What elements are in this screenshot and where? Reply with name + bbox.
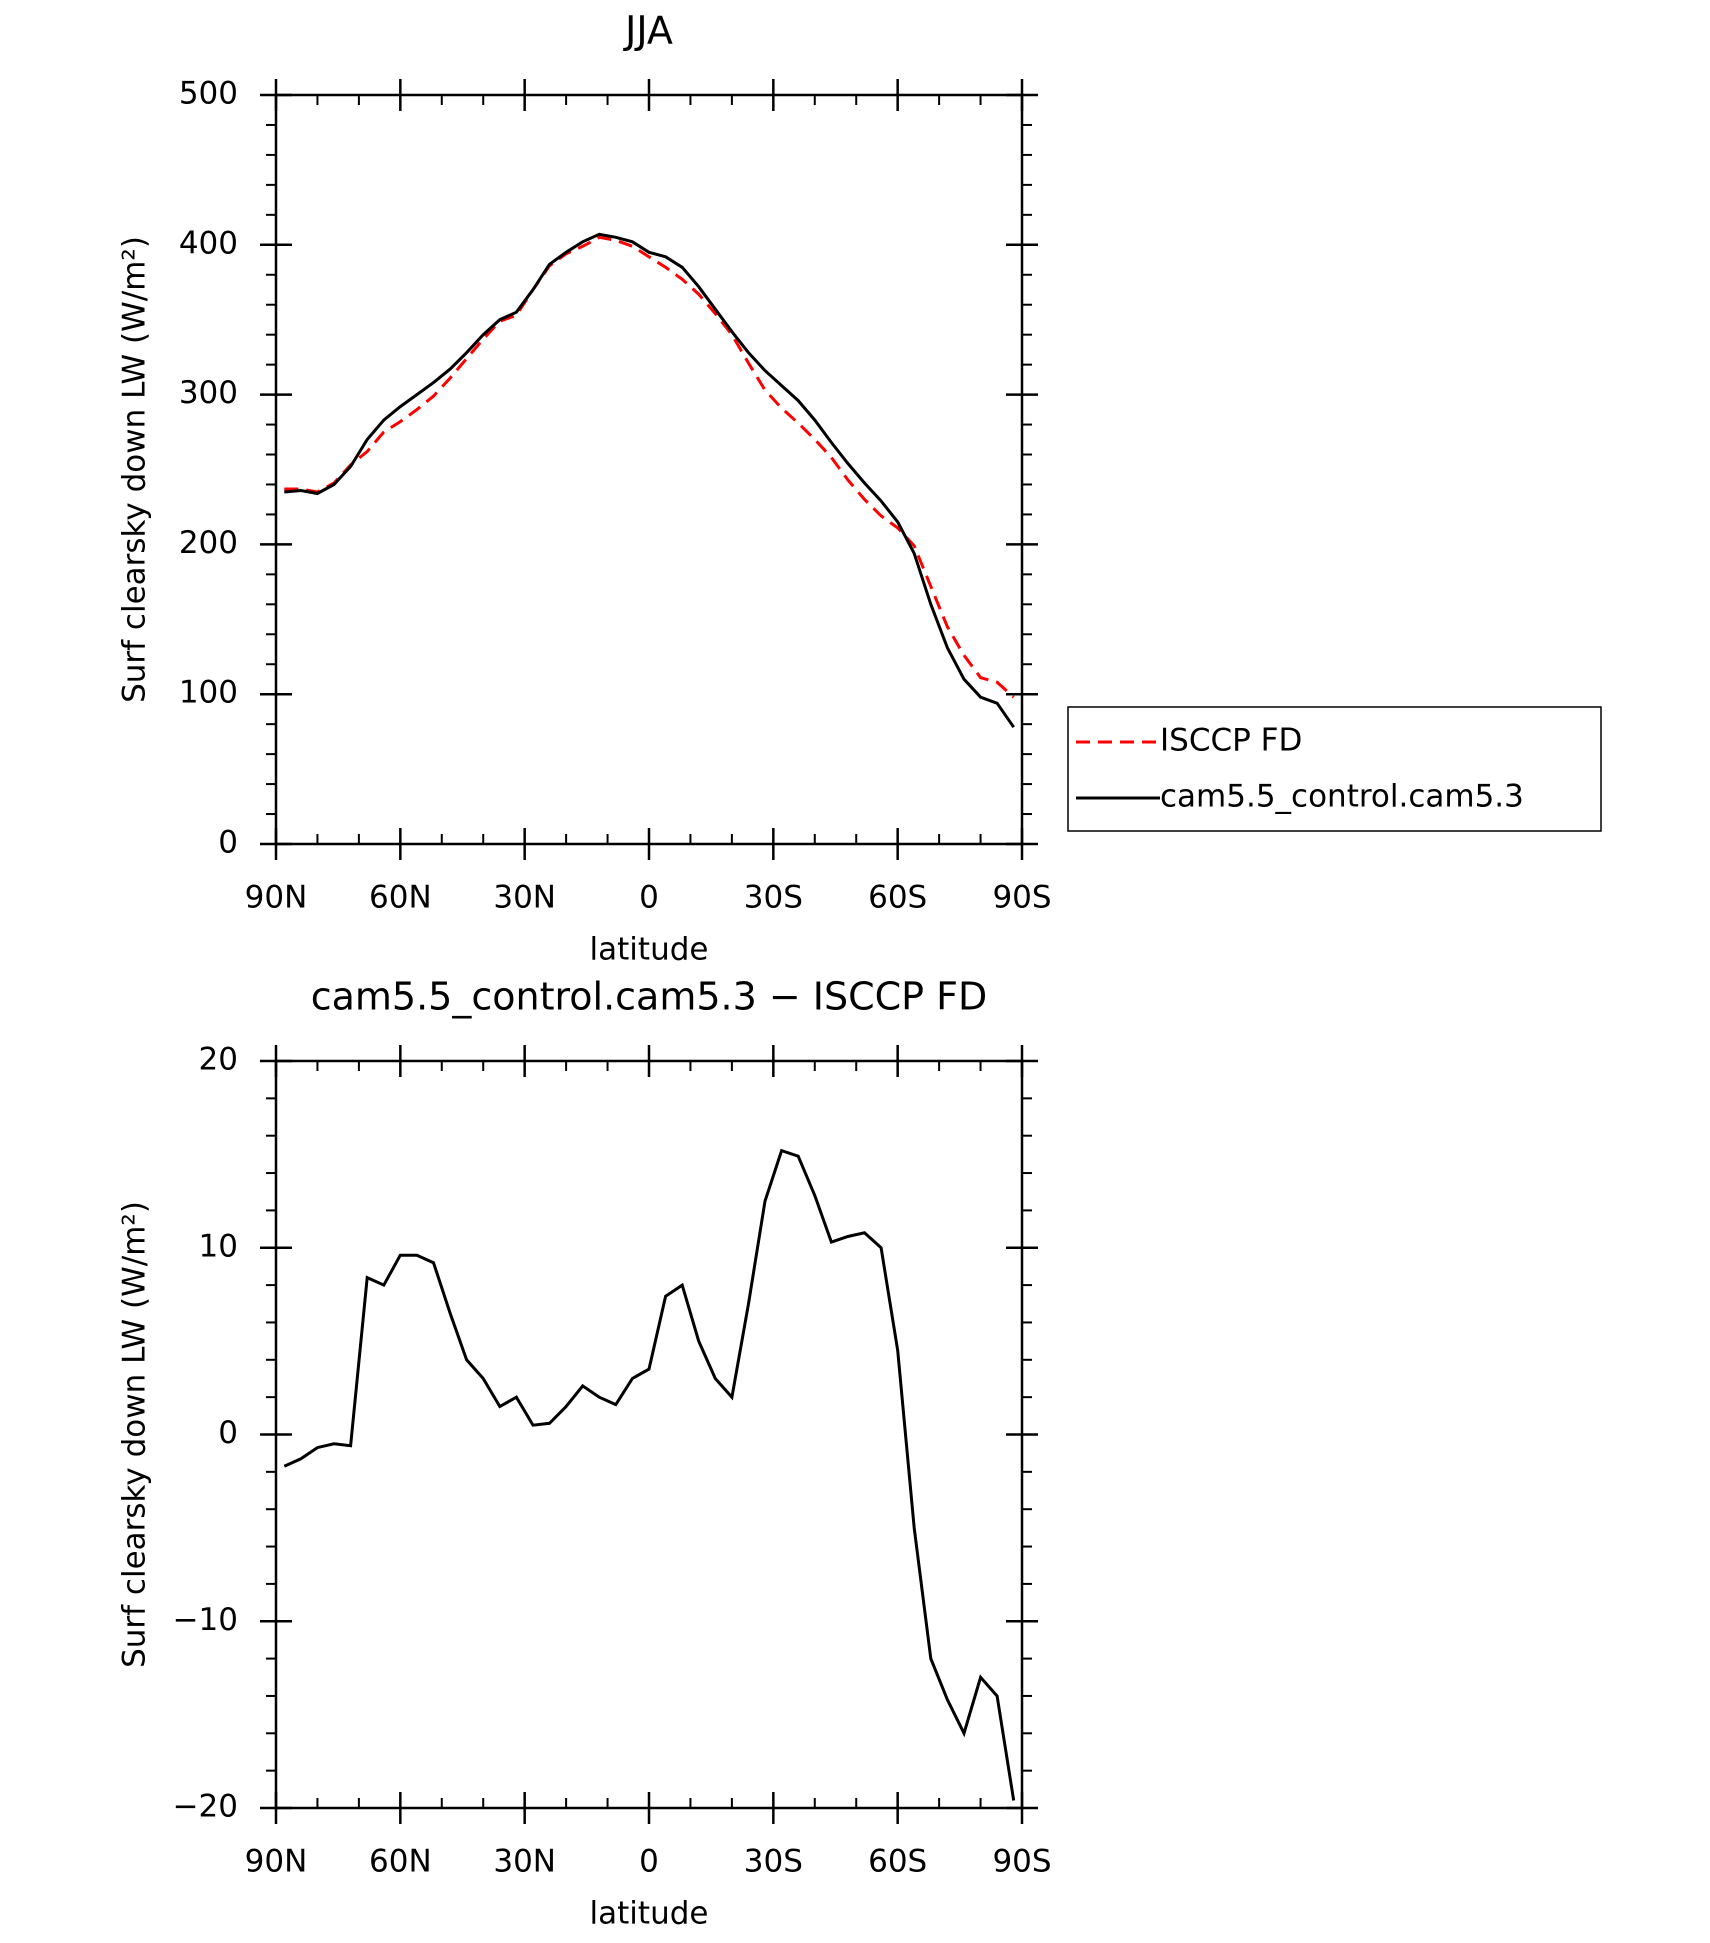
data-line: [284, 235, 1015, 699]
x-tick-label: 60N: [369, 880, 432, 916]
y-tick-label: 10: [199, 1228, 238, 1264]
x-tick-label: 30N: [493, 1844, 556, 1880]
y-tick-label: 500: [179, 76, 238, 112]
x-tick-label: 90S: [992, 880, 1051, 916]
x-tick-label: 60N: [369, 1844, 432, 1880]
y-tick-label: 20: [199, 1042, 238, 1078]
legend-box: [1067, 706, 1602, 832]
y-axis-label: Surf clearsky down LW (W/m²): [117, 236, 153, 703]
x-tick-label: 90N: [245, 1844, 308, 1880]
y-tick-label: 100: [179, 675, 238, 711]
x-tick-label: 60S: [868, 1844, 927, 1880]
legend-label: ISCCP FD: [1160, 723, 1302, 759]
legend-label: cam5.5_control.cam5.3: [1160, 779, 1524, 815]
x-axis-label: latitude: [590, 932, 709, 968]
y-tick-label: −20: [173, 1789, 238, 1825]
plot-frame: [274, 1059, 1024, 1810]
chart-title: JJA: [623, 9, 673, 53]
y-tick-label: 200: [179, 525, 238, 561]
x-axis-label: latitude: [590, 1896, 709, 1932]
x-tick-label: 60S: [868, 880, 927, 916]
y-tick-label: 400: [179, 225, 238, 261]
x-tick-label: 90N: [245, 880, 308, 916]
y-tick-label: −10: [173, 1602, 238, 1638]
x-tick-label: 30S: [744, 880, 803, 916]
x-tick-label: 0: [639, 880, 659, 916]
y-tick-label: 0: [218, 825, 238, 861]
x-tick-label: 90S: [992, 1844, 1051, 1880]
y-tick-label: 300: [179, 375, 238, 411]
data-line: [284, 232, 1015, 729]
y-tick-label: 0: [218, 1415, 238, 1451]
y-axis-label: Surf clearsky down LW (W/m²): [117, 1201, 153, 1668]
data-line: [283, 1148, 1016, 1801]
plot-frame: [274, 93, 1024, 846]
x-tick-label: 30S: [744, 1844, 803, 1880]
x-tick-label: 0: [639, 1844, 659, 1880]
chart-title: cam5.5_control.cam5.3 − ISCCP FD: [311, 975, 988, 1019]
x-tick-label: 30N: [493, 880, 556, 916]
